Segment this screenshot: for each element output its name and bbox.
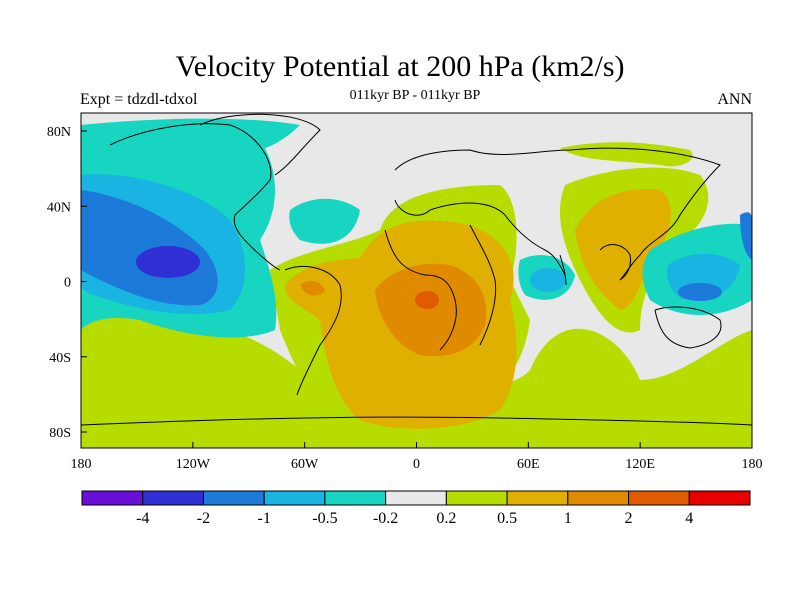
color-bar-label: 2 <box>625 510 633 527</box>
color-bar-label: -2 <box>197 510 210 527</box>
lon-tick-label: 60E <box>517 457 540 472</box>
lat-tick-label: 40S <box>49 351 71 366</box>
color-bar-label: -0.5 <box>312 510 337 527</box>
color-bar-box <box>324 490 387 506</box>
color-bar-box <box>263 490 326 506</box>
color-bar-box <box>142 490 204 506</box>
lon-tick-label: 180 <box>71 457 92 472</box>
map-title: Velocity Potential at 200 hPa (km2/s) <box>175 50 625 83</box>
lon-tick-label: 180 <box>742 457 763 472</box>
lon-tick-label: 120W <box>176 457 211 472</box>
color-bar-box <box>81 490 144 506</box>
lon-tick-label: 60W <box>291 457 319 472</box>
longitude-axis: 180 120W 60W 0 60E 120E 180 <box>71 442 763 472</box>
color-bar-box <box>567 490 630 506</box>
color-bar-box <box>202 490 265 506</box>
color-bar-label: 1 <box>564 510 572 527</box>
color-bar-label: 0.2 <box>436 510 456 527</box>
color-bar-label: -0.2 <box>373 510 398 527</box>
color-bar-label: -4 <box>136 510 149 527</box>
color-bar-box <box>385 490 447 506</box>
lon-tick-label: 120E <box>625 457 655 472</box>
color-bar-label: -1 <box>258 510 271 527</box>
color-bar: -4 -2 -1 -0.5 -0.2 0.2 0.5 1 2 4 <box>81 490 751 527</box>
color-bar-box <box>445 490 508 506</box>
latitude-axis: 80N 40N 0 40S 80S <box>47 125 87 441</box>
coastlines <box>81 113 752 426</box>
color-bar-box <box>688 490 751 506</box>
lat-tick-label: 80N <box>47 125 71 140</box>
lon-tick-label: 0 <box>413 457 420 472</box>
color-bar-box <box>628 490 690 506</box>
color-bar-label: 4 <box>685 510 693 527</box>
lat-tick-label: 80S <box>49 426 71 441</box>
color-bar-label: 0.5 <box>497 510 517 527</box>
lat-tick-label: 40N <box>47 200 71 215</box>
map-subtitle: 011kyr BP - 011kyr BP <box>349 88 481 103</box>
season-label: ANN <box>717 91 752 108</box>
experiment-label: Expt = tdzdl-tdxol <box>80 91 198 108</box>
color-bar-box <box>506 490 569 506</box>
contour-fill-layer <box>81 113 752 448</box>
lat-tick-label: 0 <box>64 276 71 291</box>
